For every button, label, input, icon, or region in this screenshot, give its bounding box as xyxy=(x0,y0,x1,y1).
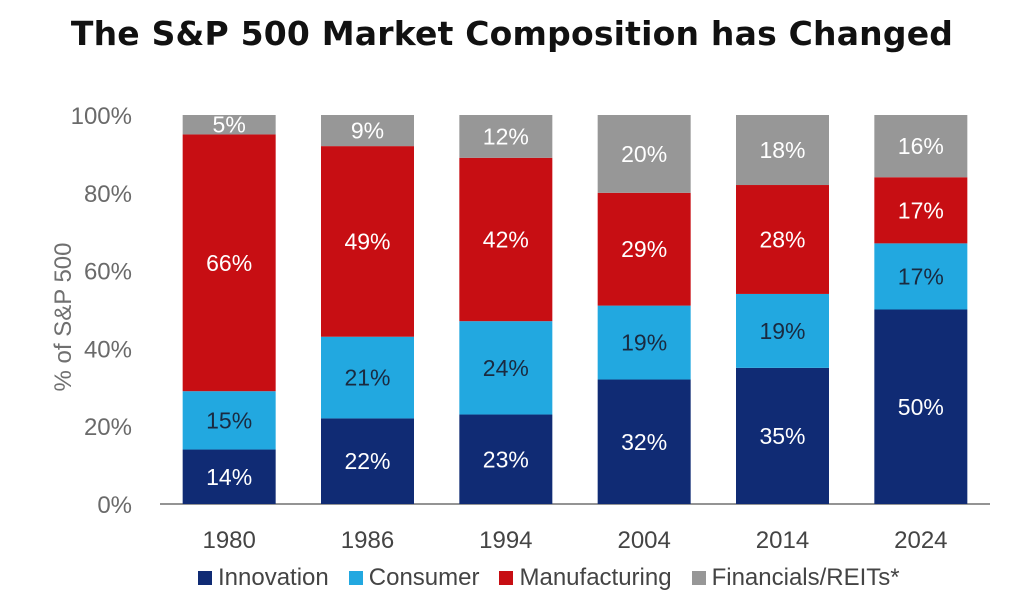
bar-segment-consumer-1994 xyxy=(459,321,553,415)
chart-title: The S&P 500 Market Composition has Chang… xyxy=(70,14,954,53)
y-tick-label: 40% xyxy=(84,336,132,363)
data-label: 66% xyxy=(206,250,252,276)
bar-segment-manufacturing-2024 xyxy=(874,177,968,244)
y-tick-label: 80% xyxy=(84,181,132,208)
bar-segment-innovation-2014 xyxy=(736,367,829,504)
x-tick-label: 2014 xyxy=(756,527,809,554)
data-label: 14% xyxy=(206,464,252,490)
data-label: 15% xyxy=(206,407,252,433)
chart-area: 0% 20% 40% 60% 80% 100% 1980 1986 1994 2004 2014 20… xyxy=(0,95,1024,598)
data-label: 17% xyxy=(898,197,944,223)
x-tick-label: 1986 xyxy=(341,527,394,554)
data-label: 5% xyxy=(213,112,246,138)
data-label: 23% xyxy=(483,446,529,472)
data-label: 24% xyxy=(483,355,529,381)
legend-item: Innovation xyxy=(198,564,329,592)
bar-segment-innovation-1986 xyxy=(321,418,414,504)
y-axis-label: % of S&P 500 xyxy=(50,242,77,392)
y-tick-label: 100% xyxy=(71,103,132,130)
bar-segment-manufacturing-2014 xyxy=(736,185,829,294)
bar-segment-manufacturing-1994 xyxy=(459,157,553,322)
stacked-bar-chart: 0% 20% 40% 60% 80% 100% 1980 1986 1994 2004 2014 20… xyxy=(71,103,990,554)
bar-segment-consumer-2014 xyxy=(736,293,829,368)
bar-segment-innovation-1994 xyxy=(459,414,553,504)
x-tick-label: 2024 xyxy=(894,527,947,554)
bar-segment-financials-reits--1986 xyxy=(321,115,414,147)
legend-label: Manufacturing xyxy=(519,564,672,591)
bar-segment-innovation-1980 xyxy=(182,449,276,504)
bar-segment-financials-reits--2024 xyxy=(874,115,968,178)
data-label: 42% xyxy=(483,226,529,252)
legend-label: Innovation xyxy=(218,564,329,591)
legend-label: Consumer xyxy=(368,564,480,591)
legend-label: Financials/REITs* xyxy=(711,564,900,591)
data-label: 20% xyxy=(621,141,667,167)
data-label: 22% xyxy=(344,448,390,474)
x-tick-label: 1994 xyxy=(479,527,532,554)
legend-swatch xyxy=(499,571,514,585)
data-label: 29% xyxy=(621,236,667,262)
y-tick-label: 20% xyxy=(84,414,132,441)
data-label: 50% xyxy=(898,394,944,420)
data-label: 12% xyxy=(483,123,529,149)
bar-segment-innovation-2024 xyxy=(874,309,968,504)
bar-segment-financials-reits--2014 xyxy=(736,115,829,186)
data-label: 28% xyxy=(759,226,805,252)
data-label: 21% xyxy=(344,365,390,391)
bar-segment-manufacturing-2004 xyxy=(597,192,691,306)
data-label: 35% xyxy=(759,423,805,449)
legend-item: Manufacturing xyxy=(499,564,672,592)
bar-segment-manufacturing-1986 xyxy=(321,146,414,337)
bar-segment-consumer-2004 xyxy=(597,305,691,380)
data-label: 18% xyxy=(759,137,805,163)
data-label: 9% xyxy=(351,118,384,144)
bar-segment-consumer-2024 xyxy=(874,243,968,310)
legend-item: Consumer xyxy=(348,564,480,592)
legend-item: Financials/REITs* xyxy=(691,564,900,592)
legend: Innovation Consumer Manufacturing Financial… xyxy=(198,564,900,592)
bar-segment-financials-reits--2004 xyxy=(597,115,691,193)
bar-segment-manufacturing-1980 xyxy=(182,134,276,392)
x-tick-label: 2004 xyxy=(617,527,670,554)
bar-segment-financials-reits--1980 xyxy=(182,115,276,135)
legend-swatch xyxy=(348,571,363,585)
data-label: 19% xyxy=(621,330,667,356)
legend-swatch xyxy=(198,571,212,585)
x-tick-label: 1980 xyxy=(202,527,255,554)
bar-segment-consumer-1980 xyxy=(182,391,276,450)
y-tick-label: 60% xyxy=(84,259,132,286)
bar-segment-consumer-1986 xyxy=(321,336,414,419)
bar-segment-innovation-2004 xyxy=(597,379,691,504)
data-label: 19% xyxy=(759,318,805,344)
bar-segment-financials-reits--1994 xyxy=(459,115,553,158)
y-tick-label: 0% xyxy=(97,492,132,519)
data-label: 32% xyxy=(621,429,667,455)
data-label: 16% xyxy=(898,133,944,159)
data-label: 17% xyxy=(898,263,944,289)
data-label: 49% xyxy=(344,228,390,254)
legend-swatch xyxy=(691,571,706,585)
